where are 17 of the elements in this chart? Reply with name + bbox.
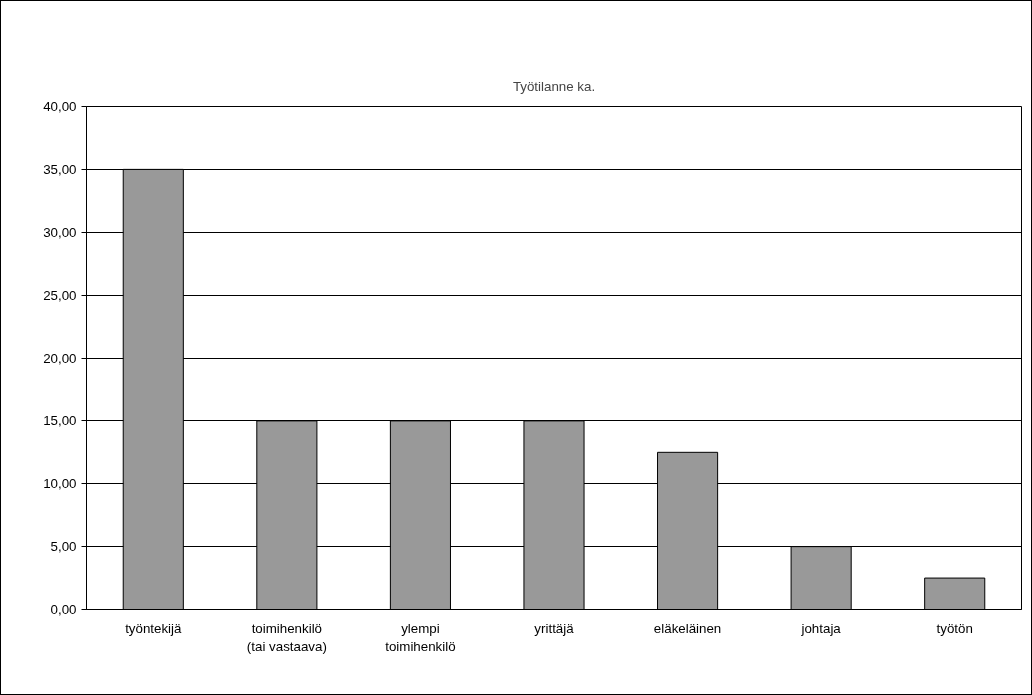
y-tick-label: 20,00	[43, 350, 77, 366]
x-tick-label: eläkeläinen	[653, 620, 722, 636]
y-tick-label: 40,00	[43, 99, 77, 114]
x-tick-label: työntekijä	[125, 620, 183, 636]
x-tick-label: ylempi toimihenkilö	[385, 620, 456, 654]
x-tick-label: toimihenkilö (tai vastaava)	[246, 620, 327, 654]
x-tick-label: yrittäjä	[534, 620, 575, 636]
y-tick-label: 25,00	[43, 287, 77, 303]
y-tick-label: 5,00	[50, 539, 77, 555]
y-tick-label: 10,00	[43, 476, 77, 492]
x-tick-label: työtön	[936, 620, 973, 636]
y-tick-label: 35,00	[43, 161, 77, 177]
x-tick-label: johtaja	[800, 620, 842, 636]
y-tick-label: 15,00	[43, 413, 77, 429]
y-tick-label: 0,00	[50, 602, 77, 617]
chart-title: Työtilanne ka.	[512, 79, 596, 94]
y-tick-label: 30,00	[43, 224, 77, 240]
